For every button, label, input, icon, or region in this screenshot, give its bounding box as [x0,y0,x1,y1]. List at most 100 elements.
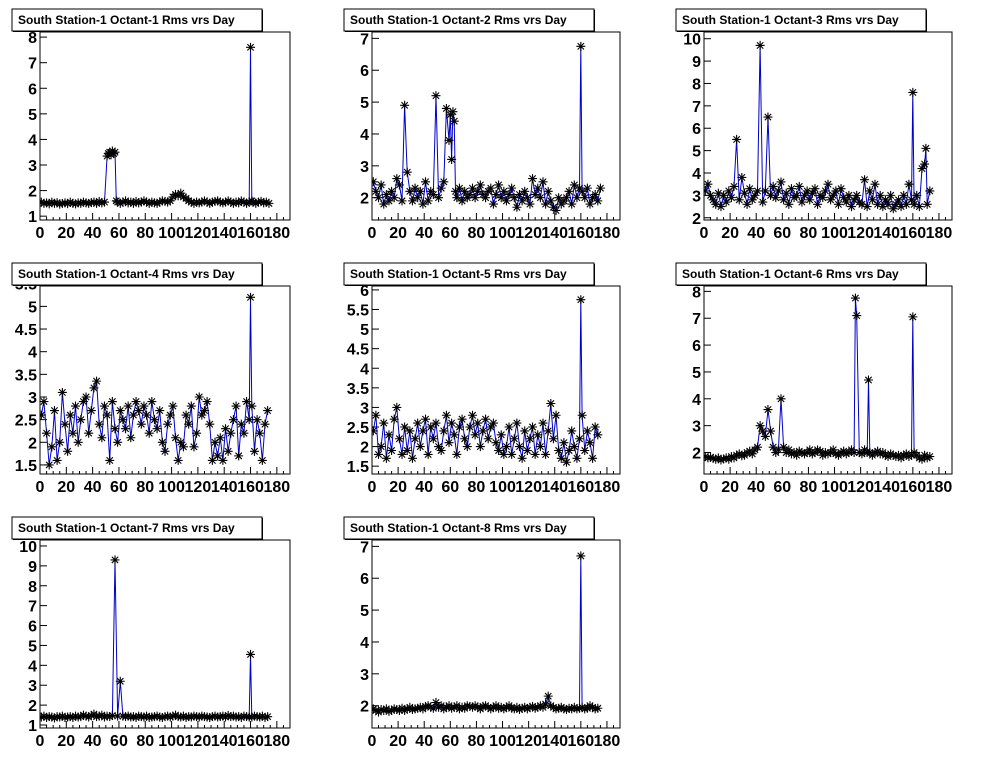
data-point [470,193,480,203]
y-tick-label: 7 [692,99,701,116]
y-tick-label: 3 [360,667,369,684]
data-point [551,205,561,215]
data-point [530,703,540,713]
plot-frame [371,539,621,729]
data-point [392,402,402,412]
data-point [465,190,475,200]
x-tick-label: 20 [389,225,407,242]
data-point [168,711,178,721]
data-point [107,397,117,407]
y-tick-label: 3 [692,188,701,205]
data-point [234,712,244,722]
data-point [920,159,930,169]
data-point [400,422,410,432]
data-point [426,702,436,712]
y-tick-label: 4 [360,635,369,652]
data-point [123,711,133,721]
data-point [160,712,170,722]
data-point [517,453,527,463]
data-point [207,197,217,207]
x-tick-label: 140 [873,479,900,496]
data-point [428,703,438,713]
x-tick-label: 20 [57,479,75,496]
x-tick-label: 160 [567,733,594,750]
data-point [439,704,449,714]
data-point [184,196,194,206]
data-point [239,197,249,207]
data-point [488,418,498,428]
data-point [389,193,399,203]
data-point [721,453,731,463]
y-tick-label: 4.5 [347,342,369,359]
x-tick-label: 40 [84,225,102,242]
data-point [449,430,459,440]
data-point [379,199,389,209]
data-point [226,712,236,722]
data-point [147,197,157,207]
data-point [561,705,571,715]
chart-title: South Station-1 Octant-3 Rms vrs Day [682,13,899,27]
data-point [228,415,238,425]
data-point [706,452,716,462]
x-tick-label: 60 [110,225,128,242]
data-point [123,401,133,411]
data-point [805,445,815,455]
y-tick-label: 2 [28,698,37,715]
data-point [110,147,120,157]
data-point [836,184,846,194]
y-tick-label: 8 [692,284,701,301]
y-tick-label: 5 [360,603,369,620]
chart-title: South Station-1 Octant-8 Rms vrs Day [350,521,567,535]
data-point [415,442,425,452]
data-point [548,702,558,712]
plot-frame [39,31,291,221]
chart-title: South Station-1 Octant-2 Rms vrs Day [350,13,567,27]
data-point [259,198,269,208]
data-point [865,186,875,196]
data-point [908,312,918,322]
data-point [514,705,524,715]
data-point [415,702,425,712]
data-point [392,705,402,715]
data-point [488,702,498,712]
data-point [904,179,914,189]
x-tick-label: 80 [468,733,486,750]
data-point [904,452,914,462]
x-tick-label: 120 [515,479,542,496]
data-point [42,198,52,208]
series-1 [372,41,605,215]
data-point [784,199,794,209]
data-point [452,193,462,203]
data-point [449,702,459,712]
data-point [564,703,574,713]
data-point [192,197,202,207]
y-tick-label: 3 [692,419,701,436]
x-tick-label: 80 [468,479,486,496]
data-point [423,701,433,711]
plot-frame [39,285,291,475]
data-point [374,193,384,203]
data-point [886,449,896,459]
x-tick-label: 120 [185,225,212,242]
data-point [178,442,188,452]
data-point [407,196,417,206]
data-point [831,186,841,196]
y-tick-label: 4 [28,658,37,675]
chart-panel-2: 0 20 40 60 80 100 120 140 160 180 2 3 4 5 6 7 South Stat… [343,8,621,242]
data-point [136,419,146,429]
data-point [215,433,225,443]
data-point [912,190,922,200]
data-point [590,190,600,200]
x-tick-label: 20 [389,733,407,750]
data-point [760,431,770,441]
data-point [711,199,721,209]
chart-panel-5: 0 20 40 60 80 100 120 140 160 180 1.5 2 2.5 3 3.5 4 4.5 5… [343,262,621,496]
data-point [462,442,472,452]
data-point [121,712,131,722]
data-point [121,424,131,434]
x-tick-label: 120 [185,733,212,750]
data-point [52,198,62,208]
x-tick-label: 40 [84,479,102,496]
data-point [189,711,199,721]
